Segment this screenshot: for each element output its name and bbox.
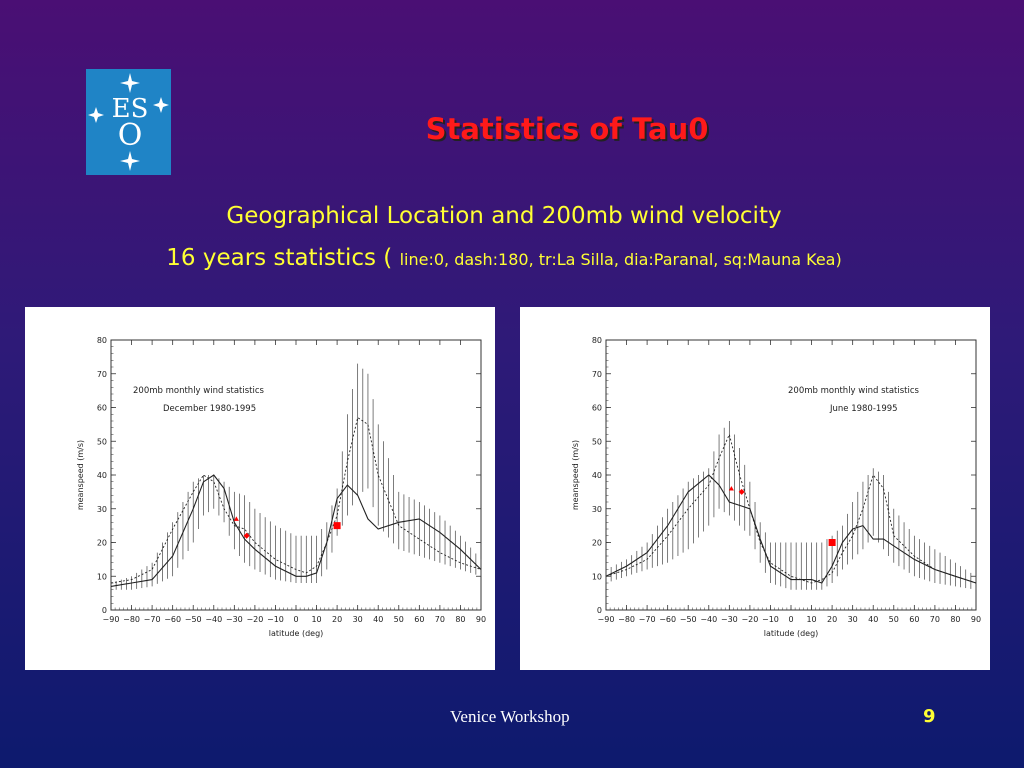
chart-annotation-title: 200mb monthly wind statistics — [788, 386, 920, 396]
x-tick-label: 90 — [971, 615, 981, 624]
y-axis-label: meanspeed (m/s) — [76, 440, 85, 510]
y-tick-label: 60 — [592, 404, 602, 413]
chart-december: −90 −80 −70 −60 −50 −40 −30 −20 −10 0 10 20 30 40 50 60… — [76, 336, 486, 638]
y-tick-label: 20 — [592, 539, 602, 548]
svg-text:ES: ES — [112, 94, 149, 124]
x-tick-label: −30 — [721, 615, 738, 624]
x-tick-label: 10 — [806, 615, 816, 624]
chart-annotation-period: December 1980-1995 — [163, 404, 256, 414]
y-tick-label: 40 — [97, 471, 107, 480]
eso-logo: ES O — [86, 69, 171, 175]
x-tick-label: −60 — [164, 615, 181, 624]
x-tick-label: −80 — [123, 615, 140, 624]
slide-title: Statistics of Tau0 — [425, 112, 709, 146]
eso-logo-icon: ES O — [88, 73, 169, 171]
chart-june: −90 −80 −70 −60 −50 −40 −30 −20 −10 0 10 20 30 40 50 60… — [571, 336, 981, 638]
x-tick-label: 20 — [332, 615, 342, 624]
y-tick-label: 80 — [97, 336, 107, 345]
x-tick-label: 60 — [909, 615, 919, 624]
y-axis-label: meanspeed (m/s) — [571, 440, 580, 510]
y-tick-label: 0 — [597, 606, 602, 615]
subtitle-statistics-main: 16 years statistics ( — [166, 245, 400, 271]
x-tick-label: 70 — [435, 615, 445, 624]
page-number: 9 — [923, 706, 936, 727]
subtitle-location: Geographical Location and 200mb wind vel… — [226, 203, 782, 229]
x-tick-label: −90 — [103, 615, 120, 624]
series-line-solid — [605, 474, 977, 584]
series-line-dashed — [110, 416, 482, 584]
marker-triangle-la-silla — [233, 516, 239, 521]
y-tick-label: 10 — [592, 572, 602, 581]
svg-text:O: O — [118, 118, 143, 153]
x-tick-label: −20 — [246, 615, 263, 624]
x-tick-label: 80 — [950, 615, 960, 624]
x-axis-label: latitude (deg) — [764, 629, 819, 638]
x-tick-label: −50 — [185, 615, 202, 624]
x-tick-label: 40 — [373, 615, 383, 624]
x-tick-label: −20 — [741, 615, 758, 624]
x-tick-label: −80 — [618, 615, 635, 624]
marker-square-mauna-kea — [828, 539, 836, 546]
x-tick-label: 0 — [293, 615, 298, 624]
y-tick-label: 30 — [97, 505, 107, 514]
x-tick-label: −70 — [144, 615, 161, 624]
subtitle-statistics: 16 years statistics ( line:0, dash:180, … — [0, 245, 1008, 271]
x-tick-label: −40 — [205, 615, 222, 624]
x-tick-label: 70 — [930, 615, 940, 624]
y-tick-label: 20 — [97, 539, 107, 548]
y-tick-label: 0 — [102, 606, 107, 615]
x-tick-label: −60 — [659, 615, 676, 624]
marker-diamond-paranal — [243, 532, 250, 539]
y-tick-label: 80 — [592, 336, 602, 345]
series-line-dashed — [605, 433, 977, 584]
x-axis-label: latitude (deg) — [269, 629, 324, 638]
x-tick-label: 50 — [889, 615, 899, 624]
footer-text: Venice Workshop — [450, 707, 570, 726]
x-tick-label: −50 — [680, 615, 697, 624]
series-line-solid — [110, 474, 482, 587]
x-tick-label: 20 — [827, 615, 837, 624]
y-tick-label: 50 — [592, 437, 602, 446]
y-tick-label: 50 — [97, 437, 107, 446]
x-tick-label: 0 — [788, 615, 793, 624]
chart-panel-december: −90 −80 −70 −60 −50 −40 −30 −20 −10 0 10 20 30 40 50 60… — [25, 307, 495, 670]
x-tick-label: 40 — [868, 615, 878, 624]
marker-diamond-paranal — [738, 488, 745, 495]
x-tick-label: 50 — [394, 615, 404, 624]
y-tick-label: 60 — [97, 404, 107, 413]
y-tick-label: 70 — [592, 370, 602, 379]
x-tick-label: −40 — [700, 615, 717, 624]
chart-panel-june: −90 −80 −70 −60 −50 −40 −30 −20 −10 0 10 20 30 40 50 60… — [520, 307, 990, 670]
y-tick-label: 40 — [592, 471, 602, 480]
x-tick-label: 60 — [414, 615, 424, 624]
subtitle-legend-note: line:0, dash:180, tr:La Silla, dia:Paran… — [399, 250, 842, 269]
y-tick-label: 30 — [592, 505, 602, 514]
x-tick-label: −70 — [639, 615, 656, 624]
x-tick-label: −30 — [226, 615, 243, 624]
x-tick-label: −90 — [598, 615, 615, 624]
x-tick-label: 30 — [848, 615, 858, 624]
chart-annotation-period: June 1980-1995 — [829, 404, 898, 414]
marker-square-mauna-kea — [333, 522, 341, 530]
x-tick-label: 10 — [311, 615, 321, 624]
x-tick-label: −10 — [762, 615, 779, 624]
chart-annotation-title: 200mb monthly wind statistics — [133, 386, 265, 396]
x-tick-label: −10 — [267, 615, 284, 624]
marker-triangle-la-silla — [728, 486, 734, 491]
y-tick-label: 10 — [97, 572, 107, 581]
x-tick-label: 80 — [455, 615, 465, 624]
x-tick-label: 30 — [353, 615, 363, 624]
x-tick-label: 90 — [476, 615, 486, 624]
y-tick-label: 70 — [97, 370, 107, 379]
